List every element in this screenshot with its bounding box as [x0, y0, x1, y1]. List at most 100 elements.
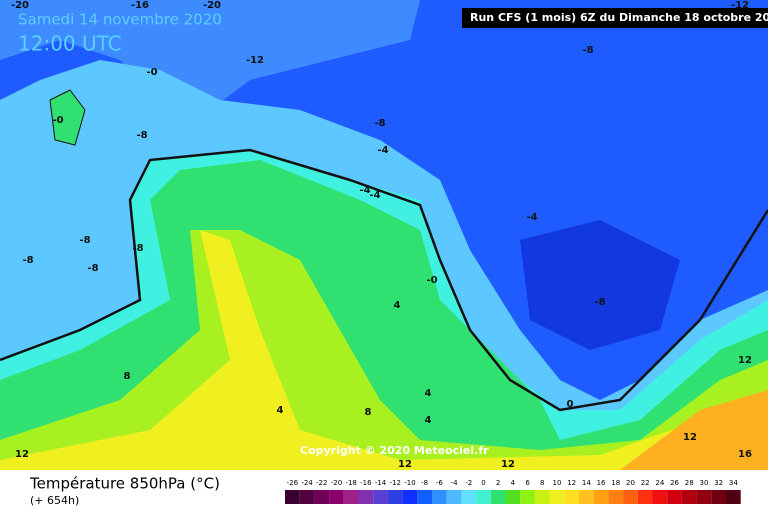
- legend-tick: 4: [511, 479, 516, 487]
- zero-isotherm: [0, 148, 768, 412]
- contour-label: -8: [79, 235, 90, 246]
- contour-label: -0: [146, 67, 157, 78]
- legend-tick: -16: [360, 479, 372, 487]
- contour-label: -12: [731, 0, 749, 11]
- contour-label: -4: [377, 145, 388, 156]
- legend-swatch: [417, 490, 432, 504]
- legend-tick: -26: [287, 479, 299, 487]
- legend-swatch: [358, 490, 374, 504]
- contour-label: -8: [87, 263, 98, 274]
- zone: [0, 0, 420, 110]
- legend-swatch: [329, 490, 344, 504]
- contour-label: -12: [246, 55, 264, 66]
- legend-tick: 12: [567, 479, 576, 487]
- contour-label: -4: [526, 212, 537, 223]
- legend-tick: -8: [421, 479, 428, 487]
- contour-label: -0: [426, 275, 437, 286]
- time: 12:00 UTC: [18, 32, 122, 56]
- contour-label: -8: [22, 255, 33, 266]
- legend-swatch: [696, 490, 712, 504]
- legend-tick: 0: [481, 479, 485, 487]
- legend-swatch: [432, 490, 447, 504]
- legend-tick: -18: [345, 479, 356, 487]
- contour-label: 12: [15, 449, 29, 460]
- contour-label: -20: [11, 0, 29, 11]
- legend-tick: 34: [729, 479, 738, 487]
- contour-label: -8: [374, 118, 385, 129]
- legend-swatch: [373, 490, 388, 504]
- contour-label: 8: [365, 407, 372, 418]
- legend-tick: 22: [641, 479, 650, 487]
- footer-title: Température 850hPa (°C): [29, 475, 220, 493]
- legend-tick: -20: [331, 479, 342, 487]
- legend-swatch: [623, 490, 638, 504]
- contour-label: -8: [582, 45, 593, 56]
- legend-tick: 6: [525, 479, 530, 487]
- contour-label: 16: [738, 449, 752, 460]
- legend-swatch: [711, 490, 726, 504]
- legend-swatch: [505, 490, 521, 504]
- legend-tick: 8: [540, 479, 544, 487]
- legend-swatch: [681, 490, 697, 504]
- legend-tick: 26: [670, 479, 679, 487]
- legend-swatch: [726, 490, 741, 504]
- legend-swatch: [461, 490, 477, 504]
- legend-swatch: [608, 490, 624, 504]
- legend-tick: 14: [582, 479, 591, 487]
- contour-label: -8: [136, 130, 147, 141]
- contour-label: 4: [425, 415, 432, 426]
- contour-label: 0: [567, 399, 574, 410]
- legend-tick: 30: [699, 479, 708, 487]
- legend-swatch: [285, 490, 300, 504]
- legend-swatch: [520, 490, 535, 504]
- legend-swatch: [564, 490, 579, 504]
- legend-tick: 10: [552, 479, 561, 487]
- legend-tick: 28: [685, 479, 694, 487]
- legend-tick: -10: [404, 479, 415, 487]
- legend-swatch: [343, 490, 359, 504]
- legend-tick: 32: [714, 479, 723, 487]
- contour-label: -16: [131, 0, 149, 11]
- legend-swatch: [667, 490, 682, 504]
- zone: [0, 230, 768, 470]
- legend-tick: -6: [436, 479, 444, 487]
- contour-label: 4: [277, 405, 284, 416]
- run-box: [462, 8, 768, 28]
- legend-tick: 18: [611, 479, 620, 487]
- legend-swatch: [593, 490, 609, 504]
- contour-label: -4: [369, 190, 380, 201]
- date: Samedi 14 novembre 2020: [18, 11, 222, 29]
- legend-tick: -4: [451, 479, 459, 487]
- contour-label: 12: [683, 432, 697, 443]
- legend-tick: 24: [655, 479, 664, 487]
- contour-label: 12: [398, 459, 412, 470]
- legend-tick: 16: [597, 479, 606, 487]
- legend-swatch: [446, 490, 462, 504]
- legend-tick: 2: [496, 479, 500, 487]
- legend-swatch: [637, 490, 653, 504]
- contour-label: -8: [132, 243, 143, 254]
- contour-label: -4: [359, 185, 370, 196]
- legend-swatch: [476, 490, 491, 504]
- legend-tick: -24: [301, 479, 313, 487]
- contour-label: 4: [425, 388, 432, 399]
- zone: [520, 220, 680, 350]
- legend-tick: -2: [465, 479, 472, 487]
- legend-swatch: [402, 490, 418, 504]
- legend-swatch: [652, 490, 668, 504]
- legend-tick: 20: [626, 479, 635, 487]
- footer-lead: (+ 654h): [30, 494, 79, 507]
- contour-label: 12: [501, 459, 515, 470]
- contour-label: 12: [738, 355, 752, 366]
- contour-label: -8: [594, 297, 605, 308]
- legend-swatch: [387, 490, 403, 504]
- legend-swatch: [314, 490, 330, 504]
- legend-swatch: [299, 490, 315, 504]
- contour-label: -20: [203, 0, 221, 11]
- legend-swatch: [579, 490, 594, 504]
- legend-swatch: [549, 490, 565, 504]
- copyright: Copyright © 2020 Meteociel.fr: [300, 444, 489, 457]
- contour-label: 4: [394, 300, 401, 311]
- run: Run CFS (1 mois) 6Z du Dimanche 18 octob…: [470, 11, 768, 24]
